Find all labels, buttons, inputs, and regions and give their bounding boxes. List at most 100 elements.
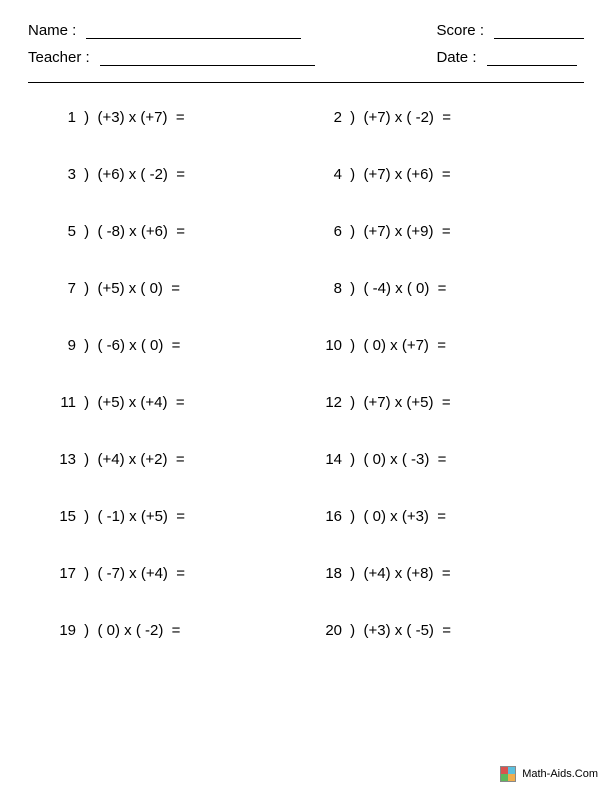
score-label: Score : [436,22,484,39]
problem-expr: (+3) x (+7) = [98,109,185,126]
problem-number: 12 [306,394,342,411]
problem-item: 3 ) (+6) x ( -2) = [40,166,306,183]
header: Name : Teacher : Score : Date : [28,22,584,66]
problem-number: 13 [40,451,76,468]
problem-paren: ) [80,223,98,240]
problem-number: 6 [306,223,342,240]
score-row: Score : [436,22,584,39]
problem-expr: ( -7) x (+4) = [98,565,186,582]
problem-expr: (+7) x (+6) = [364,166,451,183]
problem-paren: ) [80,166,98,183]
problem-item: 8 ) ( -4) x ( 0) = [306,280,572,297]
name-label: Name : [28,22,76,39]
problem-item: 5 ) ( -8) x (+6) = [40,223,306,240]
problem-paren: ) [80,394,98,411]
logo-quad [508,774,515,781]
name-blank[interactable] [86,23,301,39]
problem-expr: ( -1) x (+5) = [98,508,186,525]
problem-item: 20 ) (+3) x ( -5) = [306,622,572,639]
problem-paren: ) [346,565,364,582]
logo-quad [508,767,515,774]
date-label: Date : [436,49,476,66]
date-blank[interactable] [487,50,577,66]
problem-item: 6 ) (+7) x (+9) = [306,223,572,240]
problem-expr: (+7) x ( -2) = [364,109,452,126]
problem-paren: ) [346,109,364,126]
problem-expr: (+4) x (+2) = [98,451,185,468]
site-logo-icon [500,766,516,782]
problem-number: 2 [306,109,342,126]
header-right: Score : Date : [436,22,584,66]
problem-number: 14 [306,451,342,468]
problem-paren: ) [346,394,364,411]
footer: Math-Aids.Com [500,766,598,782]
problem-paren: ) [80,508,98,525]
problem-expr: (+5) x ( 0) = [98,280,181,297]
date-row: Date : [436,49,584,66]
problem-number: 1 [40,109,76,126]
problem-number: 10 [306,337,342,354]
problem-number: 20 [306,622,342,639]
problem-paren: ) [346,280,364,297]
problem-paren: ) [80,622,98,639]
problem-item: 9 ) ( -6) x ( 0) = [40,337,306,354]
problem-expr: ( -4) x ( 0) = [364,280,447,297]
problem-paren: ) [346,223,364,240]
problem-number: 17 [40,565,76,582]
problem-item: 11 ) (+5) x (+4) = [40,394,306,411]
problem-expr: ( -8) x (+6) = [98,223,186,240]
score-blank[interactable] [494,23,584,39]
problem-expr: ( 0) x ( -2) = [98,622,181,639]
teacher-label: Teacher : [28,49,90,66]
logo-quad [501,774,508,781]
problem-paren: ) [80,280,98,297]
problems-grid: 1 ) (+3) x (+7) = 2 ) (+7) x ( -2) = 3 )… [28,109,584,639]
footer-site: Math-Aids.Com [522,768,598,780]
header-left: Name : Teacher : [28,22,315,66]
problem-expr: ( 0) x (+3) = [364,508,447,525]
problem-item: 19 ) ( 0) x ( -2) = [40,622,306,639]
problem-expr: ( 0) x ( -3) = [364,451,447,468]
problem-number: 8 [306,280,342,297]
problem-paren: ) [80,565,98,582]
problem-item: 16 ) ( 0) x (+3) = [306,508,572,525]
problem-number: 4 [306,166,342,183]
problem-number: 18 [306,565,342,582]
problem-expr: (+7) x (+9) = [364,223,451,240]
problem-number: 11 [40,394,76,411]
problem-expr: (+5) x (+4) = [98,394,185,411]
problem-item: 7 ) (+5) x ( 0) = [40,280,306,297]
teacher-blank[interactable] [100,50,315,66]
problem-expr: (+4) x (+8) = [364,565,451,582]
name-row: Name : [28,22,315,39]
logo-quad [501,767,508,774]
problem-item: 4 ) (+7) x (+6) = [306,166,572,183]
problem-item: 2 ) (+7) x ( -2) = [306,109,572,126]
problem-expr: (+3) x ( -5) = [364,622,452,639]
problem-number: 7 [40,280,76,297]
problem-paren: ) [346,508,364,525]
teacher-row: Teacher : [28,49,315,66]
problem-paren: ) [346,166,364,183]
problem-paren: ) [80,337,98,354]
problem-item: 1 ) (+3) x (+7) = [40,109,306,126]
problem-number: 5 [40,223,76,240]
problem-expr: ( -6) x ( 0) = [98,337,181,354]
problem-item: 14 ) ( 0) x ( -3) = [306,451,572,468]
problem-number: 19 [40,622,76,639]
problem-paren: ) [346,337,364,354]
problem-number: 3 [40,166,76,183]
problem-item: 10 ) ( 0) x (+7) = [306,337,572,354]
problem-paren: ) [80,109,98,126]
problem-number: 9 [40,337,76,354]
problem-item: 17 ) ( -7) x (+4) = [40,565,306,582]
problem-paren: ) [80,451,98,468]
problem-paren: ) [346,451,364,468]
problem-item: 12 ) (+7) x (+5) = [306,394,572,411]
problem-expr: (+6) x ( -2) = [98,166,186,183]
problem-item: 15 ) ( -1) x (+5) = [40,508,306,525]
problem-paren: ) [346,622,364,639]
problem-item: 18 ) (+4) x (+8) = [306,565,572,582]
problem-item: 13 ) (+4) x (+2) = [40,451,306,468]
problem-expr: (+7) x (+5) = [364,394,451,411]
